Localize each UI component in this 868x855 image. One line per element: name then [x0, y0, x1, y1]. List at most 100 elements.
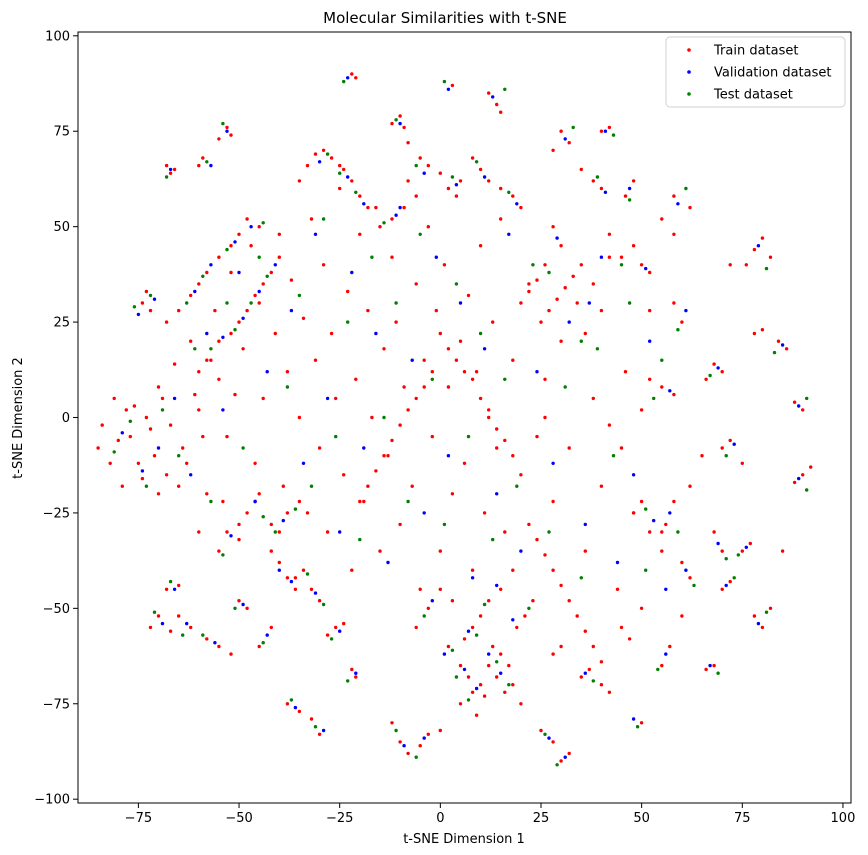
data-point	[217, 339, 221, 343]
data-point	[648, 270, 652, 275]
data-point	[172, 587, 177, 591]
data-point	[426, 225, 430, 229]
data-point	[478, 331, 483, 336]
data-point	[160, 621, 165, 626]
data-point	[535, 370, 539, 374]
data-point	[631, 717, 636, 721]
data-point	[639, 408, 644, 412]
y-tick-label: 25	[53, 316, 70, 331]
data-point	[639, 606, 644, 610]
data-point	[313, 591, 318, 595]
data-point	[519, 473, 523, 477]
data-point	[551, 499, 555, 504]
data-point	[233, 392, 237, 397]
data-point	[237, 537, 241, 542]
data-point	[205, 358, 209, 362]
data-point	[563, 385, 567, 389]
data-point	[482, 347, 487, 351]
data-point	[414, 194, 418, 198]
data-point	[273, 530, 277, 534]
data-point	[450, 175, 455, 179]
data-point	[495, 102, 499, 107]
data-point	[684, 186, 688, 191]
data-point	[390, 121, 394, 126]
data-point	[527, 522, 531, 527]
data-point	[792, 400, 797, 404]
data-point	[503, 377, 507, 381]
data-point	[305, 511, 310, 515]
data-point	[507, 232, 511, 236]
data-point	[293, 507, 298, 511]
data-point	[277, 530, 281, 534]
data-point	[269, 270, 273, 275]
data-point	[559, 339, 563, 343]
data-point	[591, 282, 595, 286]
data-point	[519, 549, 523, 553]
data-point	[140, 469, 145, 473]
data-point	[760, 625, 765, 630]
data-point	[120, 484, 125, 488]
data-point	[382, 221, 386, 225]
data-point	[354, 671, 358, 675]
data-point	[482, 694, 487, 698]
data-point	[213, 641, 217, 645]
series-2-points	[120, 76, 801, 759]
data-point	[193, 289, 197, 294]
data-point	[140, 476, 145, 481]
data-point	[354, 76, 358, 80]
data-point	[639, 263, 644, 267]
data-point	[438, 728, 442, 733]
data-point	[237, 270, 241, 275]
data-point	[305, 572, 310, 576]
data-point	[269, 625, 273, 630]
data-point	[704, 667, 708, 672]
data-point	[539, 728, 543, 733]
data-point	[607, 423, 612, 427]
data-point	[491, 537, 495, 542]
data-point	[160, 396, 165, 401]
data-point	[708, 663, 712, 668]
data-point	[599, 484, 604, 488]
data-point	[402, 744, 406, 748]
data-point	[245, 511, 249, 515]
data-point	[543, 553, 547, 557]
data-point	[768, 606, 773, 610]
data-point	[511, 194, 515, 198]
data-point	[462, 667, 467, 672]
data-point	[394, 118, 398, 122]
data-point	[551, 148, 555, 152]
data-point	[321, 728, 326, 733]
data-point	[515, 625, 519, 630]
data-point	[334, 625, 338, 630]
data-point	[221, 553, 225, 557]
data-point	[346, 320, 350, 324]
data-point	[414, 396, 418, 401]
data-point	[317, 160, 322, 164]
data-point	[414, 163, 418, 168]
data-point	[257, 492, 261, 496]
data-point	[672, 392, 676, 397]
data-point	[382, 347, 386, 351]
data-point	[631, 473, 636, 477]
data-point	[305, 163, 310, 168]
data-point	[740, 461, 744, 465]
data-point	[639, 721, 644, 725]
data-point	[422, 385, 426, 389]
data-point	[313, 358, 318, 362]
data-point	[720, 370, 724, 374]
data-point	[458, 339, 463, 343]
data-point	[366, 484, 370, 488]
data-point	[156, 385, 161, 389]
data-point	[627, 198, 632, 202]
data-point	[478, 244, 483, 248]
data-point	[599, 186, 604, 191]
data-point	[414, 282, 418, 286]
data-point	[499, 671, 503, 675]
data-point	[177, 484, 181, 488]
data-point	[297, 709, 302, 714]
data-point	[329, 156, 334, 160]
data-point	[450, 599, 455, 603]
data-point	[398, 114, 402, 118]
data-point	[237, 320, 241, 324]
data-point	[503, 87, 507, 92]
